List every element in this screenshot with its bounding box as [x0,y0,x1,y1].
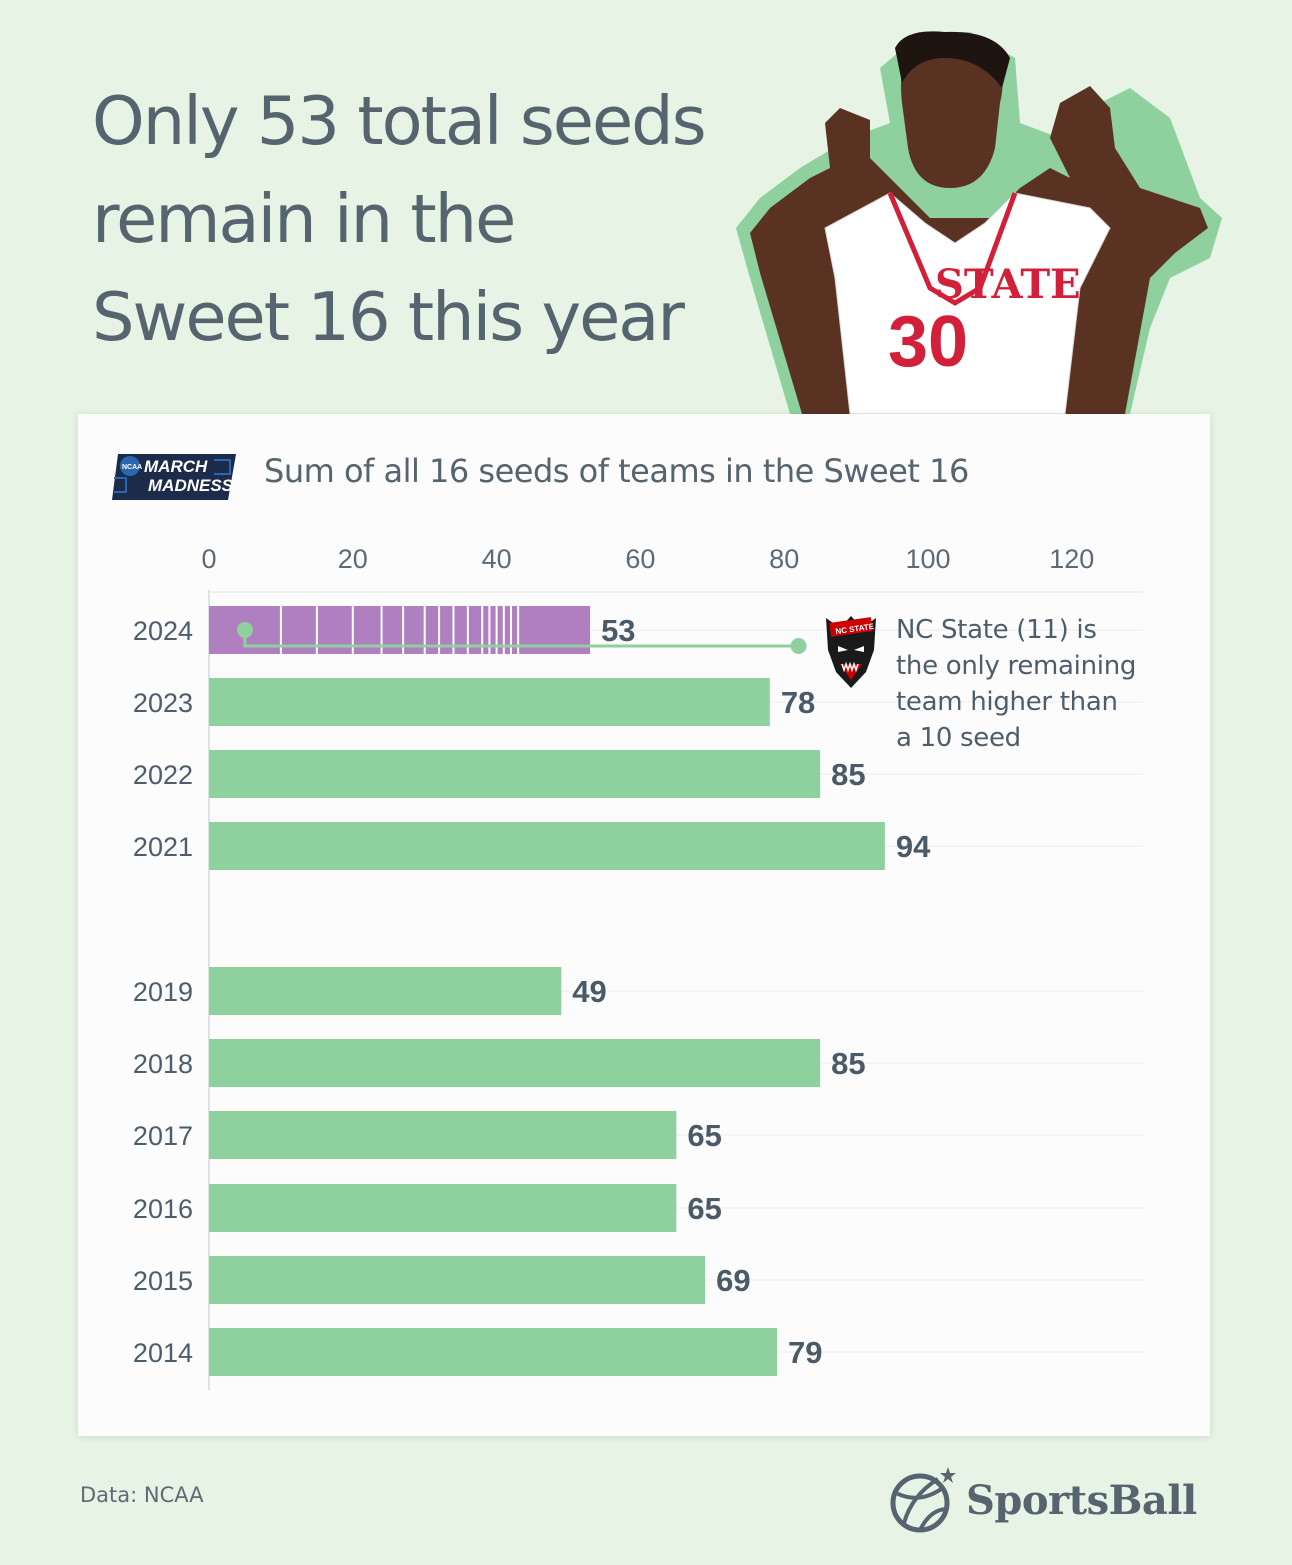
year-label: 2015 [133,1266,193,1296]
player-jersey-word: STATE [935,261,1081,308]
x-tick-label: 40 [482,544,512,574]
bar [209,1328,778,1376]
value-label: 69 [716,1263,750,1298]
player-cutout-image: STATE 30 [736,31,1222,414]
wolf-teeth [841,661,859,673]
x-tick-label: 20 [338,544,368,574]
star-icon [940,1467,956,1483]
headline: Only 53 total seeds remain in the Sweet … [92,72,732,366]
brand-logo: SportsBall [890,1465,1197,1535]
logo-badge-icon [120,456,140,476]
bar [209,1184,677,1232]
wolf-hat-band [829,617,873,637]
logo-background [112,454,236,500]
value-label: 94 [896,829,931,864]
annotation-start-dot [236,622,253,638]
x-tick-label: 100 [905,544,950,574]
annotation-line-3: team higher than [896,687,1118,717]
headline-line-3: Sweet 16 this year [92,278,685,356]
bar [209,1111,677,1159]
wolf-eyes [838,646,864,652]
basketball-icon [890,1467,956,1533]
year-label: 2018 [133,1049,193,1079]
bar [209,1039,821,1087]
year-label: 2021 [133,832,193,862]
x-tick-label: 120 [1049,544,1094,574]
value-label: 49 [572,974,606,1009]
bar [209,678,770,726]
headline-line-1: Only 53 total seeds [92,82,707,160]
value-label: 65 [687,1118,721,1153]
bar [209,1256,706,1304]
logo-text-line-2: MADNESS [148,476,234,495]
year-label: 2016 [133,1194,193,1224]
headline-line-2: remain in the [92,180,516,258]
annotation-line-2: the only remaining [896,651,1137,681]
value-label: 85 [831,757,865,792]
logo-text-line-1: MARCH [144,457,208,476]
year-label: 2017 [133,1121,193,1151]
data-source: Data: NCAA [80,1483,204,1507]
bar [209,822,885,870]
player-jersey-trim [887,192,1018,306]
bar [209,750,821,798]
value-label: 53 [601,613,635,648]
chart-title: Sum of all 16 seeds of teams in the Swee… [264,452,969,490]
player-jersey [824,192,1111,414]
annotation-text: NC State (11) is the only remaining team… [896,612,1156,756]
march-madness-logo: NCAA MARCH MADNESS [112,454,236,500]
player-hair [895,31,1010,88]
x-tick-label: 0 [201,544,216,574]
value-label: 78 [781,685,815,720]
brand-name: SportsBall [966,1476,1197,1524]
x-tick-label: 60 [625,544,655,574]
year-label: 2019 [133,977,193,1007]
year-label: 2014 [133,1338,193,1368]
year-label: 2024 [133,616,193,646]
value-label: 79 [788,1335,822,1370]
player-head [901,39,1003,188]
logo-badge-text: NCAA [122,464,142,471]
bar [209,967,562,1015]
year-label: 2022 [133,760,193,790]
x-tick-label: 80 [769,544,799,574]
annotation-line-4: a 10 seed [896,723,1021,753]
value-label: 65 [687,1191,721,1226]
value-label: 85 [831,1046,865,1081]
logo-bracket-icon [114,459,231,493]
player-jersey-number: 30 [888,302,968,382]
year-label: 2023 [133,688,193,718]
annotation-end-dot [790,638,807,654]
annotation-line-1: NC State (11) is [896,615,1097,645]
nc-state-wolf-logo: NC STATE [826,616,876,688]
